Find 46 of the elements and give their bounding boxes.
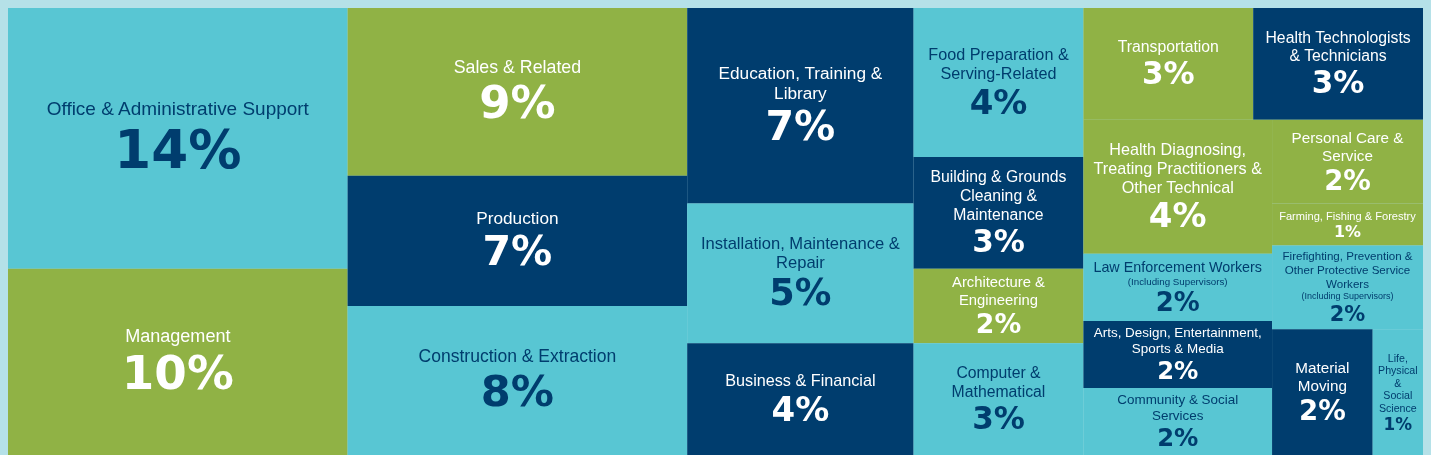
category-label: Law Enforcement Workers (Including Supervisors) — [1093, 258, 1263, 287]
data-label: 3% — [1311, 64, 1365, 101]
data-label: 4% — [969, 81, 1028, 122]
category-label: Architecture & Engineering — [952, 274, 1046, 308]
category-label: Material Moving — [1295, 359, 1350, 395]
category-label: Education, Training & Library — [718, 62, 883, 103]
data-label: 14% — [114, 118, 242, 181]
category-label: Production — [476, 207, 559, 228]
data-label: 10% — [121, 345, 234, 400]
category-label: Health Technologists & Technicians — [1265, 28, 1411, 65]
category-label: Farming, Fishing & Forestry — [1279, 209, 1417, 222]
data-label: 7% — [482, 226, 553, 275]
data-label: 2% — [975, 307, 1022, 339]
category-label: Health Diagnosing, Treating Practitioners & Other Technical — [1093, 139, 1263, 196]
category-label: Building & Grounds Cleaning & Maintenance — [930, 168, 1067, 223]
category-label: Construction & Extraction — [418, 346, 617, 367]
category-label: Community & Social Services — [1117, 392, 1239, 424]
data-label: 4% — [771, 388, 830, 429]
data-label: 1% — [1334, 221, 1362, 241]
data-label: 8% — [480, 365, 554, 416]
data-label: 3% — [972, 222, 1025, 259]
category-label: Sales & Related — [453, 56, 582, 77]
data-label: 2% — [1157, 355, 1199, 385]
category-label: Computer & Mathematical — [951, 363, 1046, 400]
data-label: 2% — [1155, 286, 1200, 317]
data-label: 2% — [1324, 163, 1371, 196]
category-label: Life, Physical & Social Science — [1378, 351, 1418, 414]
data-label: 2% — [1329, 301, 1366, 326]
data-label: 7% — [765, 102, 836, 151]
category-label: Food Preparation & Serving-Related — [928, 44, 1069, 83]
category-label: Arts, Design, Entertainment, Sports & Media — [1093, 325, 1262, 357]
data-label: 3% — [1141, 55, 1195, 92]
category-label: Firefighting, Prevention & Other Protective Service Workers (Including Supervisors) — [1282, 250, 1413, 302]
data-label: 9% — [479, 75, 556, 129]
data-label: 3% — [972, 399, 1025, 436]
data-label: 2% — [1157, 422, 1199, 452]
category-label: Business & Financial — [725, 371, 876, 390]
category-label: Office & Administrative Support — [46, 98, 310, 120]
category-label: Installation, Maintenance & Repair — [700, 233, 900, 273]
data-label: 4% — [1148, 195, 1207, 236]
category-label: Personal Care & Service — [1291, 128, 1404, 164]
data-label: 1% — [1383, 413, 1413, 434]
data-label: 2% — [1298, 394, 1346, 427]
data-label: 5% — [769, 271, 832, 315]
category-label: Management — [125, 325, 231, 346]
category-label: Transportation — [1117, 37, 1219, 55]
